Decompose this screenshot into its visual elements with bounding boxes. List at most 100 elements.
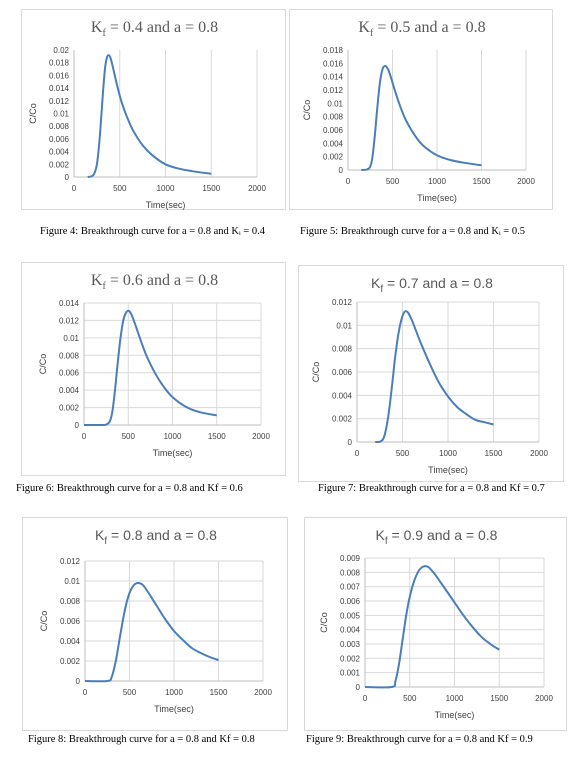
- x-tick-label: 1000: [446, 694, 464, 703]
- x-tick-label: 1500: [210, 688, 228, 697]
- x-tick-label: 1500: [202, 184, 220, 193]
- chart-kf-0-6: Kf = 0.6 and a = 0.8 0 0.002 0.004 0.006 0.00…: [38, 272, 270, 458]
- chart-title: Kf = 0.5 and a = 0.8: [358, 19, 485, 39]
- y-tick-label: 0.006: [332, 368, 353, 377]
- figure-5-caption: Figure 5: Breakthrough curve for a = 0.8…: [300, 226, 525, 237]
- chart-panel-kf-0-8: Kf = 0.8 and a = 0.8 0 0.002 0.004 0.006 0.00…: [22, 517, 288, 731]
- x-tick-label: 1500: [490, 694, 508, 703]
- y-tick-label: 0.002: [49, 160, 70, 169]
- x-axis-label: Time(sec): [153, 448, 193, 458]
- y-axis-label: C/Co: [39, 611, 49, 632]
- y-tick-label: 0.008: [323, 113, 344, 122]
- y-tick-label: 0.006: [59, 369, 80, 378]
- breakthrough-curve-line: [83, 309, 217, 427]
- y-tick-label: 0.002: [59, 404, 80, 413]
- x-tick-label: 1000: [165, 688, 183, 697]
- x-axis-label: Time(sec): [146, 200, 186, 210]
- x-axis-label: Time(sec): [435, 710, 475, 720]
- y-tick-label: 0.002: [60, 657, 81, 666]
- x-tick-label: 0: [83, 688, 88, 697]
- y-tick-label: 0.01: [53, 110, 69, 119]
- y-tick-label: 0.012: [49, 97, 70, 106]
- y-tick-label: 0.014: [49, 84, 70, 93]
- x-tick-label: 0: [82, 432, 87, 441]
- x-tick-label: 0: [355, 449, 360, 458]
- x-axis-label: Time(sec): [154, 704, 194, 714]
- chart-panel-kf-0-5: Kf = 0.5 and a = 0.8 0 0.002 0.004 0.006 0.00…: [289, 9, 553, 210]
- breakthrough-curve-line: [361, 64, 482, 171]
- y-tick-label: 0.006: [323, 126, 344, 135]
- chart-title: Kf = 0.8 and a = 0.8: [95, 527, 217, 547]
- y-tick-label: 0.004: [323, 139, 344, 148]
- chart-kf-0-9: Kf = 0.9 and a = 0.8 0 0.001 0.002 0.003 0.00…: [319, 527, 553, 720]
- x-tick-label: 1500: [473, 177, 491, 186]
- figure-6-caption: Figure 6: Breakthrough curve for a = 0.8…: [16, 483, 243, 494]
- y-tick-label: 0.012: [59, 316, 80, 325]
- figure-7-caption: Figure 7: Breakthrough curve for a = 0.8…: [318, 483, 545, 494]
- y-axis-label: C/Co: [38, 354, 48, 375]
- chart-kf-0-5: Kf = 0.5 and a = 0.8 0 0.002 0.004 0.006 0.00…: [302, 19, 535, 203]
- y-tick-label: 0.006: [49, 135, 70, 144]
- y-axis-label: C/Co: [28, 103, 38, 124]
- chart-title: Kf = 0.9 and a = 0.8: [376, 527, 498, 547]
- y-tick-label: 0.016: [49, 71, 70, 80]
- x-tick-label: 2000: [535, 694, 553, 703]
- x-tick-label: 500: [123, 688, 137, 697]
- y-tick-label: 0.004: [49, 148, 70, 157]
- chart-panel-kf-0-6: Kf = 0.6 and a = 0.8 0 0.002 0.004 0.006 0.00…: [21, 262, 286, 476]
- y-tick-label: 0.002: [340, 654, 361, 663]
- x-tick-label: 1500: [485, 449, 503, 458]
- figure-8-caption: Figure 8: Breakthrough curve for a = 0.8…: [28, 734, 255, 745]
- y-tick-label: 0.002: [323, 153, 344, 162]
- y-tick-label: 0.008: [332, 345, 353, 354]
- chart-title: Kf = 0.4 and a = 0.8: [91, 19, 218, 39]
- y-tick-label: 0.004: [59, 386, 80, 395]
- x-tick-label: 1000: [164, 432, 182, 441]
- x-tick-label: 500: [113, 184, 127, 193]
- chart-kf-0-4: Kf = 0.4 and a = 0.8 0 0.002 0.004 0.006 0.00…: [28, 19, 266, 210]
- y-tick-label: 0: [65, 173, 70, 182]
- x-tick-label: 2000: [254, 688, 272, 697]
- y-axis-label: C/Co: [311, 362, 321, 383]
- x-tick-label: 500: [386, 177, 400, 186]
- y-tick-label: 0.018: [49, 59, 70, 68]
- y-tick-label: 0: [75, 421, 80, 430]
- x-tick-label: 500: [122, 432, 136, 441]
- y-tick-label: 0: [348, 438, 353, 447]
- breakthrough-curve-line: [84, 582, 219, 683]
- x-tick-label: 1000: [439, 449, 457, 458]
- y-tick-label: 0.01: [327, 99, 343, 108]
- x-tick-label: 2000: [517, 177, 535, 186]
- y-tick-label: 0.001: [340, 669, 361, 678]
- x-tick-label: 1000: [157, 184, 175, 193]
- y-tick-label: 0.008: [340, 568, 361, 577]
- y-axis-label: C/Co: [302, 100, 312, 121]
- y-axis-label: C/Co: [319, 612, 329, 633]
- y-tick-label: 0.008: [59, 351, 80, 360]
- y-tick-label: 0.012: [332, 298, 353, 307]
- chart-panel-kf-0-4: Kf = 0.4 and a = 0.8 0 0.002 0.004 0.006 0.00…: [21, 9, 286, 210]
- y-tick-label: 0.02: [53, 46, 69, 55]
- x-axis-label: Time(sec): [428, 465, 468, 475]
- y-tick-label: 0.004: [332, 391, 353, 400]
- y-tick-label: 0: [339, 166, 344, 175]
- chart-title: Kf = 0.6 and a = 0.8: [91, 272, 218, 292]
- x-tick-label: 500: [403, 694, 417, 703]
- breakthrough-curve-line: [87, 54, 212, 178]
- chart-kf-0-7: Kf = 0.7 and a = 0.8 0 0.002 0.004 0.006 0.00…: [311, 275, 548, 475]
- y-tick-label: 0.018: [323, 46, 344, 55]
- x-tick-label: 1000: [428, 177, 446, 186]
- y-tick-label: 0.01: [64, 577, 80, 586]
- y-tick-label: 0.012: [60, 557, 81, 566]
- x-axis-label: Time(sec): [417, 193, 457, 203]
- breakthrough-curve-line: [375, 310, 494, 444]
- y-tick-label: 0.01: [63, 334, 79, 343]
- y-tick-label: 0.01: [336, 321, 352, 330]
- y-tick-label: 0.006: [60, 617, 81, 626]
- y-tick-label: 0.014: [323, 73, 344, 82]
- x-tick-label: 2000: [252, 432, 270, 441]
- y-tick-label: 0: [356, 683, 361, 692]
- y-tick-label: 0.014: [59, 299, 80, 308]
- figure-9-caption: Figure 9: Breakthrough curve for a = 0.8…: [306, 734, 533, 745]
- y-tick-label: 0.004: [340, 626, 361, 635]
